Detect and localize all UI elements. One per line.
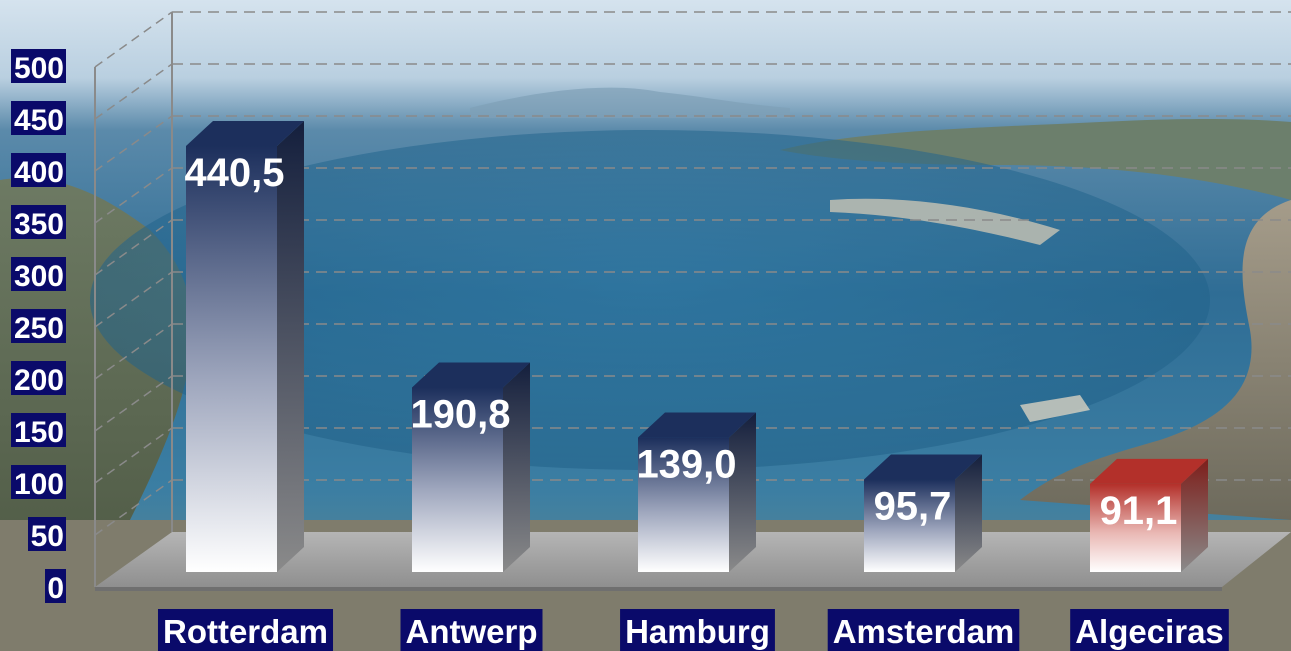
y-tick-label: 50 bbox=[31, 520, 64, 553]
y-tick-box bbox=[11, 309, 66, 343]
y-tick-box bbox=[45, 569, 66, 603]
bar-top bbox=[186, 120, 304, 146]
bar-top bbox=[638, 412, 756, 438]
y-axis: 0 50 100 150 200 250 300 350 400 450 500 bbox=[11, 12, 173, 605]
y-tick-box bbox=[11, 465, 66, 499]
x-tick-box bbox=[157, 609, 334, 651]
y-tick-label: 350 bbox=[14, 208, 64, 241]
bar-top bbox=[412, 362, 530, 388]
y-tick-label: 500 bbox=[14, 52, 64, 85]
labels: 440,5 Rotterdam 190,8 Antwerp 139,0 Hamburg 95… bbox=[157, 151, 1229, 651]
bar-hamburg bbox=[638, 412, 756, 572]
y-tick-box bbox=[11, 205, 66, 239]
x-tick-box bbox=[1070, 609, 1229, 651]
data-label: 190,8 bbox=[410, 392, 510, 436]
bar-side bbox=[1181, 458, 1208, 572]
x-tick-box bbox=[400, 609, 543, 651]
x-tick-label: Amsterdam bbox=[833, 613, 1015, 650]
x-tick-label: Rotterdam bbox=[163, 613, 328, 650]
bar-front bbox=[1090, 483, 1181, 572]
x-tick-label: Algeciras bbox=[1075, 613, 1224, 650]
y-tick-box bbox=[11, 361, 66, 395]
x-tick-label: Hamburg bbox=[625, 613, 770, 650]
bar-front bbox=[864, 479, 955, 572]
data-label: 95,7 bbox=[874, 484, 952, 528]
x-tick-box bbox=[620, 609, 775, 651]
y-tick-label: 150 bbox=[14, 416, 64, 449]
y-tick-label: 250 bbox=[14, 312, 64, 345]
y-tick-label: 100 bbox=[14, 468, 64, 501]
y-tick-label: 0 bbox=[47, 572, 64, 605]
bar-side bbox=[503, 362, 530, 572]
bar-side bbox=[729, 412, 756, 572]
y-tick-box bbox=[11, 153, 66, 187]
y-tick-box bbox=[28, 517, 66, 551]
bar-top bbox=[864, 454, 982, 480]
bar-front bbox=[412, 387, 503, 572]
x-tick-box bbox=[827, 609, 1020, 651]
data-label: 139,0 bbox=[636, 443, 736, 487]
bar-side bbox=[955, 454, 982, 572]
y-tick-label: 400 bbox=[14, 156, 64, 189]
gridlines bbox=[94, 11, 1291, 536]
y-tick-box bbox=[11, 101, 66, 135]
y-tick-label: 450 bbox=[14, 104, 64, 137]
y-tick-label: 200 bbox=[14, 364, 64, 397]
bar-algeciras bbox=[1090, 458, 1208, 572]
y-tick-box bbox=[11, 49, 66, 83]
bar-top bbox=[1090, 458, 1208, 484]
y-tick-box bbox=[11, 257, 66, 291]
y-tick-box bbox=[11, 413, 66, 447]
x-tick-label: Antwerp bbox=[406, 613, 538, 650]
bar-front bbox=[638, 437, 729, 572]
bar-amsterdam bbox=[864, 454, 982, 572]
bar-rotterdam bbox=[186, 120, 304, 573]
bar-side bbox=[277, 120, 304, 573]
data-label: 440,5 bbox=[184, 151, 284, 195]
bars bbox=[186, 120, 1208, 573]
data-label: 91,1 bbox=[1100, 489, 1178, 533]
y-tick-label: 300 bbox=[14, 260, 64, 293]
bar-antwerp bbox=[412, 362, 530, 572]
bar-front bbox=[186, 145, 277, 572]
